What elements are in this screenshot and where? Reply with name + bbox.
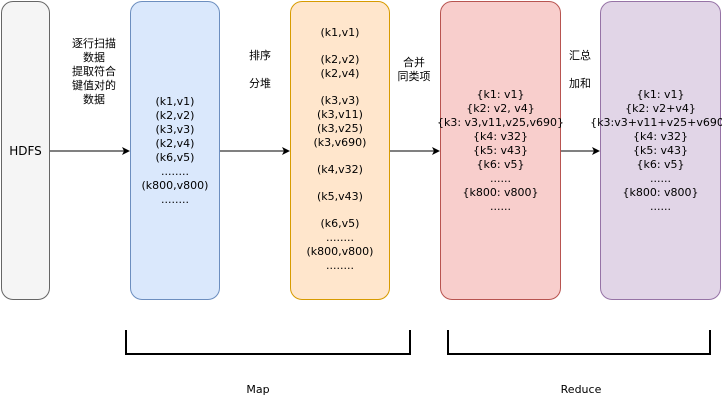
text-line: {k6: v5} [476, 157, 525, 171]
text-line: {k3: v3,v11,v25,v690} [436, 115, 565, 129]
text-line: ...... [490, 171, 511, 185]
step-merge-label: 合并 同类项 [397, 56, 431, 83]
shuffle-line: (k3,v25) [317, 122, 363, 135]
shuffle-line: (k800,v800) [306, 245, 374, 258]
text-line: {k2: v2, v4} [466, 101, 535, 115]
text-line: ...... [650, 171, 671, 185]
shuffle-line: (k2,v2) [320, 53, 360, 66]
text-line: (k2,v4) [155, 136, 195, 150]
reduce-input-box: {k1: v1} {k2: v2, v4} {k3: v3,v11,v25,v690… [436, 1, 565, 300]
text-line: {k1: v1} [636, 87, 685, 101]
shuffle-line: (k3,v3) [320, 94, 360, 107]
text-line: {k3:v3+v11+v25+v690} [590, 115, 722, 129]
map-phase-label: Map [246, 383, 270, 396]
text-line: ...... [490, 199, 511, 213]
text-line: {k800: v800} [622, 185, 699, 199]
shuffle-line: ........ [326, 231, 354, 244]
text-line: {k5: v43} [632, 143, 689, 157]
text-line: 数据 [83, 93, 105, 106]
reduce-phase-label: Reduce [560, 383, 602, 396]
text-line: 数据 [83, 51, 105, 64]
text-line: {k2: v2+v4} [625, 101, 696, 115]
shuffle-line: (k1,v1) [320, 26, 360, 39]
text-line: (k2,v2) [155, 108, 195, 122]
step-sum-label: 汇总 加和 [569, 49, 591, 90]
shuffle-line: (k6,v5) [320, 217, 360, 230]
text-line: {k4: v32} [632, 129, 689, 143]
text-line: {k6: v5} [636, 157, 685, 171]
hdfs-label: HDFS [9, 143, 42, 158]
shuffle-line: (k4,v32) [317, 163, 363, 176]
shuffle-line: (k2,v4) [320, 67, 360, 80]
shuffle-box: (k1,v1) (k2,v2) (k2,v4) (k3,v3) (k3,v11) (k3,… [290, 1, 390, 300]
shuffle-line: ........ [326, 259, 354, 272]
shuffle-line: (k3,v11) [317, 108, 363, 121]
map-input-box: (k1,v1) (k2,v2) (k3,v3) (k2,v4) (k6,v5).....… [130, 1, 220, 300]
shuffle-line: (k3,v690) [313, 136, 367, 149]
map-phase-bracket [125, 330, 411, 355]
text-line: {k1: v1} [476, 87, 525, 101]
text-line: {k5: v43} [472, 143, 529, 157]
step-sort-label: 排序 分堆 [249, 49, 271, 90]
text-line: 逐行扫描 [72, 37, 116, 50]
hdfs-box: HDFS [1, 1, 50, 300]
text-line: (k800,v800) [141, 178, 209, 192]
text-line: (k6,v5) [155, 150, 195, 164]
step-scan-label: 逐行扫描 数据 提取符合 键值对的 数据 [64, 37, 124, 107]
text-line: ........ [161, 164, 189, 178]
text-line: 键值对的 [72, 79, 116, 92]
text-line: ........ [161, 192, 189, 206]
text-line: 提取符合 [72, 65, 116, 78]
reduce-phase-bracket [447, 330, 711, 355]
text-line: (k3,v3) [155, 122, 195, 136]
text-line: ...... [650, 199, 671, 213]
shuffle-line: (k5,v43) [317, 190, 363, 203]
text-line: {k800: v800} [462, 185, 539, 199]
text-line: {k4: v32} [472, 129, 529, 143]
reduce-output-box: {k1: v1} {k2: v2+v4} {k3:v3+v11+v25+v690}{… [590, 1, 722, 300]
text-line: (k1,v1) [155, 94, 195, 108]
